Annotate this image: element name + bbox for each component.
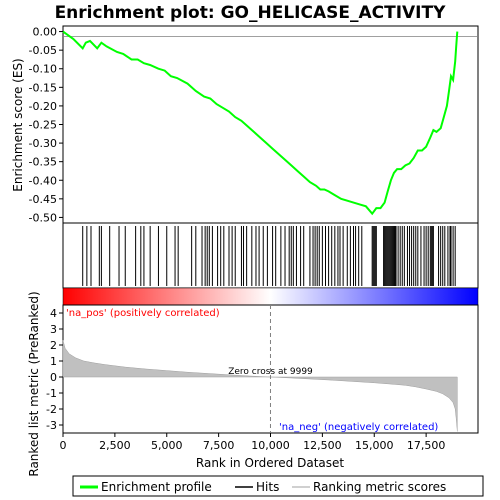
x-tick-label: 7,500 <box>203 439 235 452</box>
zero-cross-label: Zero cross at 9999 <box>228 367 313 377</box>
x-axis-ticks: 0 2,500 5,000 7,500 10,000 12,500 15,000 17,500 <box>60 433 446 452</box>
es-tick-label: -0.45 <box>29 193 57 206</box>
es-tick-label: -0.10 <box>29 63 57 76</box>
es-tick-label: -0.40 <box>29 174 57 187</box>
legend-hits-label: Hits <box>256 480 279 494</box>
rank-tick-label: 2 <box>50 339 57 352</box>
rank-tick-label: 1 <box>50 355 57 368</box>
chart-title: Enrichment plot: GO_HELICASE_ACTIVITY <box>55 3 447 23</box>
legend-metric-label: Ranking metric scores <box>313 480 446 494</box>
hits-panel <box>62 222 479 289</box>
es-tick-label: -0.50 <box>29 211 57 224</box>
rank-axis-ticks: 4 3 2 1 0 -1 -2 -3 <box>46 307 63 432</box>
rank-tick-label: 4 <box>50 307 57 320</box>
legend-es-label: Enrichment profile <box>101 480 212 494</box>
es-axis-label: Enrichment score (ES) <box>11 58 25 191</box>
x-tick-label: 15,000 <box>355 439 394 452</box>
rank-tick-label: -2 <box>46 403 57 416</box>
es-tick-label: -0.15 <box>29 81 57 94</box>
ranking-metric-area <box>62 340 458 432</box>
es-tick-label: -0.20 <box>29 100 57 113</box>
es-tick-label: -0.35 <box>29 156 57 169</box>
hit-markers <box>82 226 456 286</box>
x-tick-label: 5,000 <box>151 439 183 452</box>
enrichment-profile-line <box>62 30 459 216</box>
es-tick-label: -0.05 <box>29 44 57 57</box>
rank-tick-label: 3 <box>50 323 57 336</box>
rank-tick-label: -3 <box>46 419 57 432</box>
neg-label: 'na_neg' (negatively correlated) <box>279 422 438 433</box>
rank-color-bar <box>62 287 479 306</box>
es-axis-ticks: 0.00 -0.05 -0.10 -0.15 -0.20 -0.25 -0.30 -0.35 -… <box>29 26 63 224</box>
x-tick-label: 10,000 <box>251 439 290 452</box>
rank-axis-label: Ranked list metric (PreRanked) <box>27 291 41 476</box>
x-axis-label: Rank in Ordered Dataset <box>196 456 344 470</box>
x-tick-label: 0 <box>60 439 67 452</box>
rank-tick-label: -1 <box>46 387 57 400</box>
es-tick-label: -0.25 <box>29 119 57 132</box>
pos-label: 'na_pos' (positively correlated) <box>66 308 220 319</box>
rank-tick-label: 0 <box>50 371 57 384</box>
x-tick-label: 2,500 <box>99 439 131 452</box>
x-tick-label: 17,500 <box>407 439 446 452</box>
es-tick-label: 0.00 <box>33 26 58 39</box>
x-tick-label: 12,500 <box>303 439 342 452</box>
legend-box <box>72 475 484 497</box>
es-tick-label: -0.30 <box>29 137 57 150</box>
